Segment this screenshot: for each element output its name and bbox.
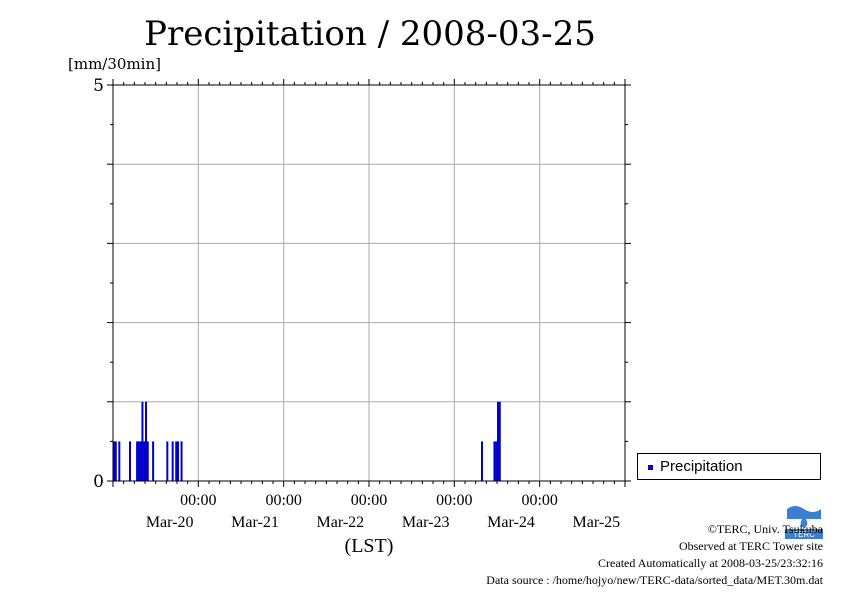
logo-text: TERC xyxy=(793,530,815,539)
precip-bar xyxy=(152,441,155,481)
precip-bar xyxy=(177,441,179,481)
x-date-label: Mar-24 xyxy=(487,514,535,531)
x-date-label: Mar-22 xyxy=(316,514,364,531)
precip-bar xyxy=(175,441,178,481)
precip-bar xyxy=(171,441,174,481)
x-time-label: 00:00 xyxy=(265,492,301,509)
precip-bar xyxy=(137,441,140,481)
precip-bar xyxy=(497,401,499,481)
axis-layer xyxy=(107,79,631,487)
footer-copyright: ©TERC, Univ. Tsukuba xyxy=(707,522,823,536)
label-layer: 0 5 00:00 00:00 00:00 00:00 00:00 Mar-20 Mar-21 M… xyxy=(93,76,620,557)
legend-swatch xyxy=(648,465,653,470)
precip-bar xyxy=(498,401,501,481)
x-date-label: Mar-25 xyxy=(572,514,620,531)
x-time-label: 00:00 xyxy=(436,492,472,509)
legend-box: Precipitation xyxy=(637,453,821,480)
x-axis-label: (LST) xyxy=(345,535,394,557)
footer-created: Created Automatically at 2008-03-25/23:3… xyxy=(598,556,823,570)
precip-bar xyxy=(114,441,117,481)
grid-layer xyxy=(113,85,625,481)
terc-logo-icon: TERC xyxy=(785,503,823,539)
x-time-label: 00:00 xyxy=(351,492,387,509)
precip-bar xyxy=(493,441,496,481)
bar-layer xyxy=(113,401,501,481)
precip-bar xyxy=(495,441,498,481)
precip-bar xyxy=(118,441,121,481)
precip-bar xyxy=(166,441,169,481)
footer-source: Data source : /home/hojyo/new/TERC-data/… xyxy=(486,573,823,587)
chart-title: Precipitation / 2008-03-25 xyxy=(144,14,596,54)
legend-label: Precipitation xyxy=(660,458,743,475)
precip-bar xyxy=(143,441,146,481)
x-time-label: 00:00 xyxy=(521,492,557,509)
x-time-label: 00:00 xyxy=(180,492,216,509)
y-axis-unit-label: [mm/30min] xyxy=(68,55,161,73)
precip-bar xyxy=(136,441,139,481)
precip-bar xyxy=(141,401,144,481)
precip-bar xyxy=(145,401,147,481)
footer-observed: Observed at TERC Tower site xyxy=(678,539,823,553)
precip-bar xyxy=(146,441,149,481)
x-date-label: Mar-20 xyxy=(146,514,194,531)
x-date-label: Mar-23 xyxy=(402,514,450,531)
precip-bar xyxy=(129,441,131,481)
precip-bar xyxy=(180,441,183,481)
precip-bar xyxy=(113,441,115,481)
precip-bar xyxy=(481,441,483,481)
y-tick-label: 5 xyxy=(93,76,104,96)
y-tick-label: 0 xyxy=(93,472,104,492)
x-date-label: Mar-21 xyxy=(231,514,279,531)
precip-bar xyxy=(139,441,142,481)
